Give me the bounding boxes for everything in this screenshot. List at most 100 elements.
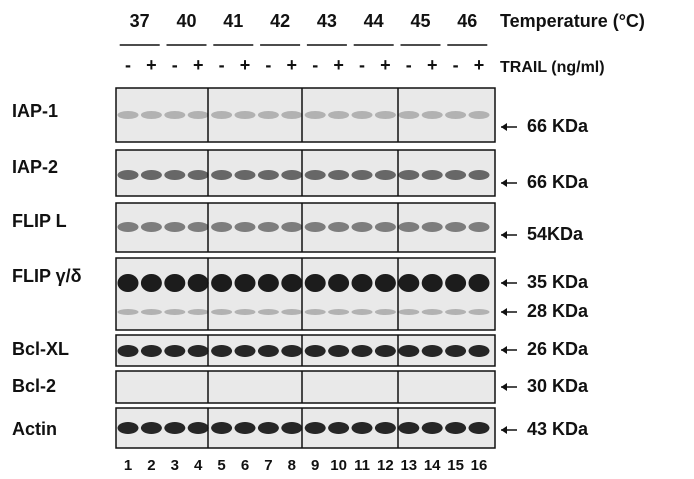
band <box>118 222 139 232</box>
band <box>422 274 443 292</box>
band <box>469 170 490 180</box>
blot-panel <box>116 258 495 330</box>
band <box>422 309 443 315</box>
arrow-head <box>501 308 507 316</box>
band <box>211 345 232 357</box>
band <box>375 111 396 119</box>
band <box>328 422 349 434</box>
treatment-sign: + <box>287 55 298 75</box>
blot-figure: Temperature (°C) TRAIL (ng/ml) 374041424… <box>0 0 694 479</box>
band <box>141 222 162 232</box>
temperature: 46 <box>457 11 477 31</box>
treatment-sign: - <box>219 55 225 75</box>
lane-number: 4 <box>194 457 203 474</box>
band <box>305 111 326 119</box>
band <box>235 422 256 434</box>
band <box>352 111 373 119</box>
lane-number: 7 <box>264 457 272 474</box>
treatment-sign: - <box>125 55 131 75</box>
treatment-label: TRAIL (ng/ml) <box>500 59 605 76</box>
treatment-sign: - <box>453 55 459 75</box>
band <box>305 309 326 315</box>
band <box>305 274 326 292</box>
size-label: 66 KDa <box>527 116 589 136</box>
band <box>235 274 256 292</box>
band <box>258 222 279 232</box>
band <box>352 345 373 357</box>
band <box>445 222 466 232</box>
band <box>422 170 443 180</box>
band <box>352 422 373 434</box>
lane-number: 16 <box>471 457 488 474</box>
arrow-head <box>501 426 507 434</box>
band <box>398 274 419 292</box>
band <box>281 309 302 315</box>
band <box>211 274 232 292</box>
band <box>469 274 490 292</box>
band <box>375 170 396 180</box>
protein-label: FLIP γ/δ <box>12 266 82 286</box>
band <box>188 222 209 232</box>
band <box>469 422 490 434</box>
lane-number: 14 <box>424 457 441 474</box>
band <box>422 111 443 119</box>
band <box>398 345 419 357</box>
temperature: 41 <box>223 11 243 31</box>
band <box>398 309 419 315</box>
band <box>305 222 326 232</box>
band <box>141 170 162 180</box>
size-label: 66 KDa <box>527 172 589 192</box>
treatment-sign: + <box>427 55 438 75</box>
treatment-sign: + <box>193 55 204 75</box>
band <box>188 274 209 292</box>
size-label: 43 KDa <box>527 419 589 439</box>
band <box>281 274 302 292</box>
band <box>164 309 185 315</box>
band <box>164 111 185 119</box>
band <box>118 274 139 292</box>
lane-number: 10 <box>330 457 347 474</box>
band <box>328 309 349 315</box>
band <box>141 345 162 357</box>
lane-number: 9 <box>311 457 319 474</box>
band <box>211 222 232 232</box>
band <box>445 345 466 357</box>
band <box>164 345 185 357</box>
band <box>164 274 185 292</box>
band <box>445 111 466 119</box>
band <box>118 309 139 315</box>
lane-number: 13 <box>400 457 417 474</box>
lane-number: 11 <box>354 457 370 474</box>
band <box>281 111 302 119</box>
band <box>235 111 256 119</box>
band <box>188 170 209 180</box>
band <box>258 111 279 119</box>
band <box>445 274 466 292</box>
band <box>258 274 279 292</box>
band <box>258 170 279 180</box>
band <box>398 170 419 180</box>
band <box>328 345 349 357</box>
treatment-sign: + <box>240 55 251 75</box>
temperature: 40 <box>176 11 196 31</box>
protein-label: IAP-1 <box>12 101 58 121</box>
temperature-label: Temperature (°C) <box>500 11 645 31</box>
band <box>375 345 396 357</box>
band <box>235 309 256 315</box>
band <box>188 111 209 119</box>
treatment-sign: - <box>406 55 412 75</box>
band <box>211 309 232 315</box>
band <box>328 222 349 232</box>
band <box>281 345 302 357</box>
treatment-sign: - <box>172 55 178 75</box>
arrow-head <box>501 383 507 391</box>
band <box>398 222 419 232</box>
band <box>118 111 139 119</box>
lane-number: 3 <box>171 457 179 474</box>
size-label: 26 KDa <box>527 339 589 359</box>
lane-number: 8 <box>288 457 296 474</box>
band <box>141 274 162 292</box>
treatment-sign: + <box>333 55 344 75</box>
band <box>352 170 373 180</box>
lane-number: 12 <box>377 457 394 474</box>
